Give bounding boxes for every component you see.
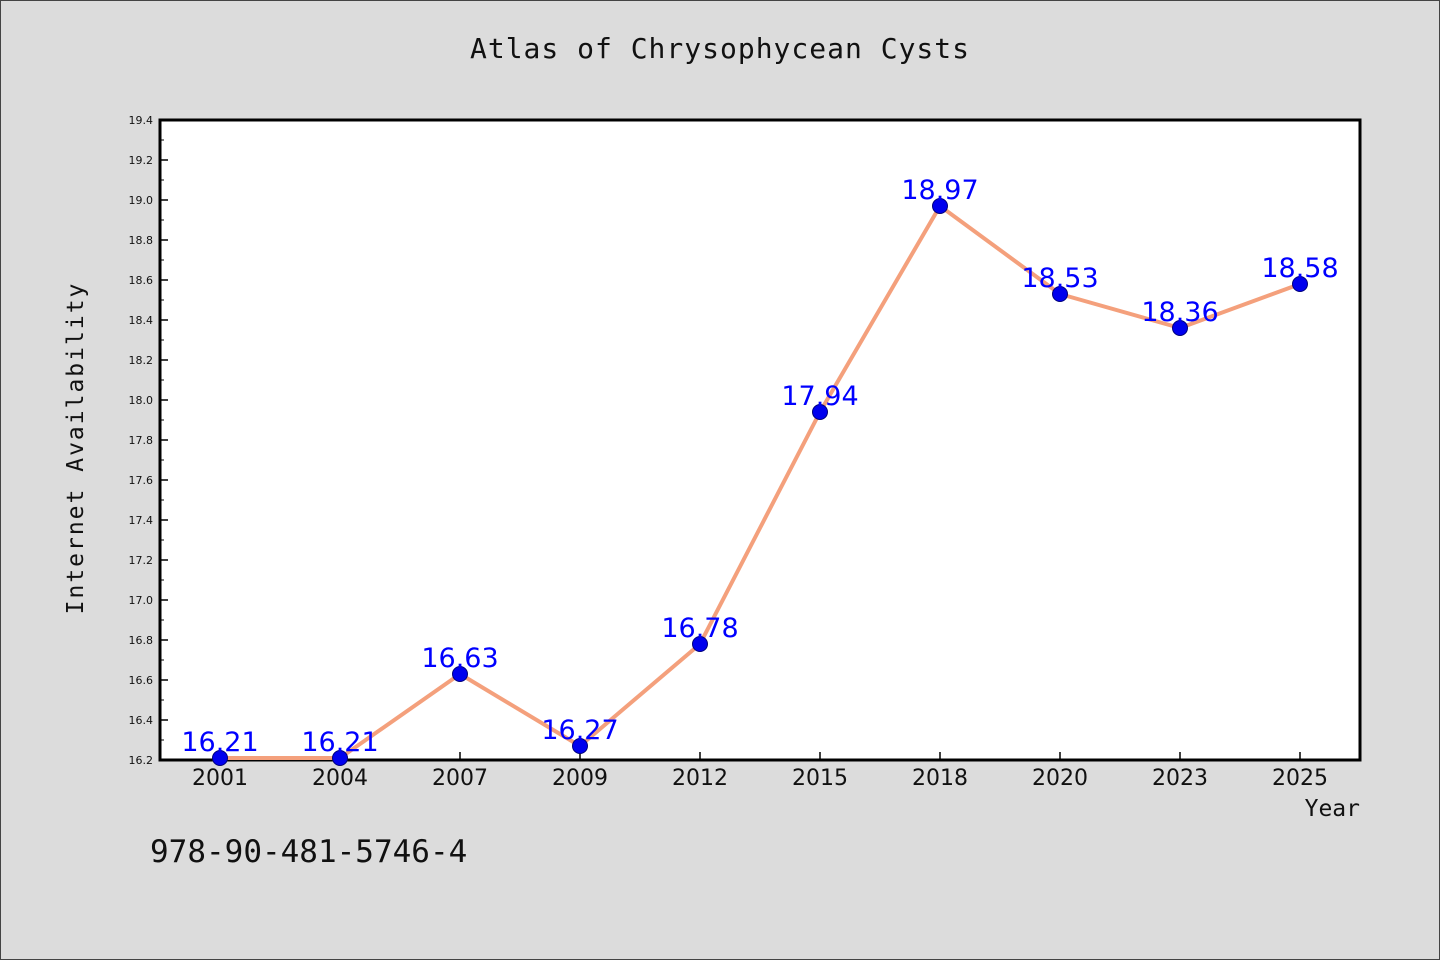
y-axis: 16.2 16.4 16.6 16.8 17.0 17.2 17.4 17.6 17.8 18.0…	[129, 114, 168, 767]
x-tick-label: 2015	[792, 766, 848, 791]
data-point	[692, 636, 708, 652]
data-point	[452, 666, 468, 682]
x-tick-label: 2025	[1272, 766, 1328, 791]
data-label: 17.94	[781, 381, 858, 412]
chart-title: Atlas of Chrysophycean Cysts	[469, 32, 970, 65]
data-label: 18.36	[1141, 297, 1218, 328]
data-point	[1292, 276, 1308, 292]
x-tick-label: 2012	[672, 766, 728, 791]
y-tick-label: 17.0	[129, 594, 154, 607]
data-point	[812, 404, 828, 420]
y-tick-label: 18.8	[129, 234, 154, 247]
data-label: 18.53	[1021, 263, 1098, 294]
y-tick-label: 16.6	[129, 674, 154, 687]
data-point	[932, 198, 948, 214]
y-tick-label: 17.4	[129, 514, 154, 527]
y-tick-label: 16.4	[129, 714, 154, 727]
y-tick-label: 18.4	[129, 314, 154, 327]
x-tick-label: 2020	[1032, 766, 1088, 791]
data-label: 18.97	[901, 175, 978, 206]
data-label: 18.58	[1261, 253, 1338, 284]
x-axis-label: Year	[1304, 796, 1360, 822]
y-tick-label: 16.2	[129, 754, 154, 767]
data-point	[572, 738, 588, 754]
x-axis: 2001 2004 2007 2009 2012 2015 2018 2020 2023 2025	[192, 752, 1328, 791]
x-tick-label: 2001	[192, 766, 248, 791]
data-label: 16.21	[301, 727, 378, 758]
data-point	[212, 750, 228, 766]
y-tick-label: 19.4	[129, 114, 154, 127]
y-tick-label: 17.2	[129, 554, 154, 567]
x-tick-label: 2009	[552, 766, 608, 791]
y-tick-label: 17.6	[129, 474, 154, 487]
data-label: 16.21	[181, 727, 258, 758]
y-tick-label: 18.6	[129, 274, 154, 287]
y-tick-label: 19.0	[129, 194, 154, 207]
series-layer: 16.21 16.21 16.63 16.27 16.78 17.94 18.97 18.53…	[181, 175, 1339, 766]
x-tick-label: 2004	[312, 766, 368, 791]
data-point	[332, 750, 348, 766]
data-label: 16.78	[661, 613, 738, 644]
data-label: 16.63	[421, 643, 498, 674]
y-tick-label: 18.2	[129, 354, 154, 367]
x-tick-label: 2023	[1152, 766, 1208, 791]
plot-area	[158, 118, 1362, 762]
data-label: 16.27	[541, 715, 618, 746]
y-tick-label: 17.8	[129, 434, 154, 447]
x-tick-label: 2018	[912, 766, 968, 791]
isbn-watermark: 978-90-481-5746-4	[150, 834, 468, 870]
series-line	[220, 204, 1301, 760]
x-tick-label: 2007	[432, 766, 488, 791]
data-point	[1172, 320, 1188, 336]
y-tick-label: 16.8	[129, 634, 154, 647]
y-tick-label: 19.2	[129, 154, 154, 167]
data-point	[1052, 286, 1068, 302]
y-tick-label: 18.0	[129, 394, 154, 407]
